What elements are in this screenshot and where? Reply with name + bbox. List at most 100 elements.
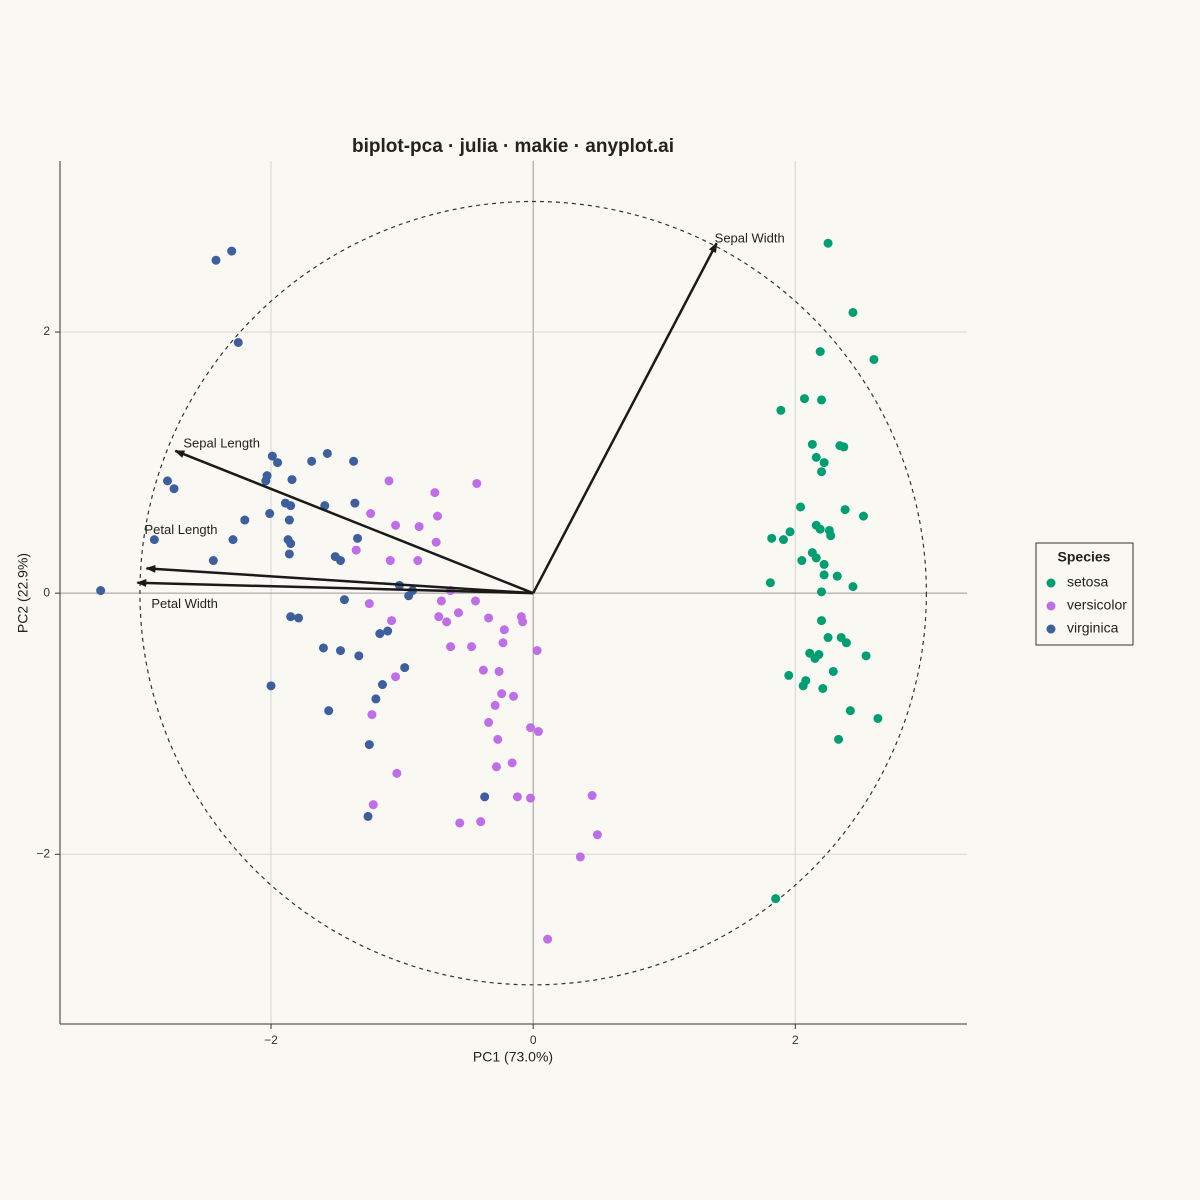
point <box>430 488 440 498</box>
point <box>286 539 296 549</box>
loading-arrow <box>136 578 534 595</box>
point <box>431 537 441 547</box>
point <box>162 476 172 486</box>
point <box>814 650 824 660</box>
point <box>861 651 871 661</box>
point <box>208 556 218 566</box>
point <box>366 509 376 519</box>
point <box>442 617 452 627</box>
point <box>96 586 106 596</box>
point <box>533 727 543 737</box>
point <box>826 531 836 541</box>
point <box>779 535 789 545</box>
point <box>339 595 349 605</box>
point <box>494 666 504 676</box>
point <box>817 616 827 626</box>
point <box>472 478 482 488</box>
point <box>785 527 795 537</box>
point <box>404 591 414 601</box>
point <box>353 533 363 543</box>
point <box>817 587 827 597</box>
point <box>811 553 821 563</box>
point <box>371 694 381 704</box>
y-tick-label: 2 <box>43 324 50 338</box>
point <box>869 354 879 364</box>
point <box>817 467 827 477</box>
point <box>287 475 297 485</box>
point <box>771 894 781 904</box>
legend-label: versicolor <box>1067 597 1127 613</box>
legend-marker <box>1046 624 1056 634</box>
point <box>818 683 828 693</box>
point <box>233 337 243 347</box>
point <box>350 498 360 508</box>
point <box>324 706 334 716</box>
point <box>873 713 883 723</box>
point <box>267 451 277 461</box>
point <box>797 556 807 566</box>
point <box>491 762 501 772</box>
loading-label: Petal Width <box>151 596 217 611</box>
point <box>819 559 829 569</box>
point <box>414 522 424 532</box>
point <box>815 347 825 357</box>
correlation-circle <box>139 200 927 986</box>
point <box>363 811 373 821</box>
point <box>227 246 237 256</box>
point <box>815 524 825 534</box>
point <box>811 452 821 462</box>
point <box>767 533 777 543</box>
point <box>284 515 294 525</box>
point <box>845 706 855 716</box>
point <box>776 405 786 415</box>
point <box>497 689 507 699</box>
legend: Species setosa versicolor virginica <box>1035 542 1134 646</box>
point <box>518 617 528 627</box>
point <box>351 545 361 555</box>
point <box>169 484 179 494</box>
point <box>839 442 849 452</box>
point <box>490 700 500 710</box>
point <box>265 509 275 519</box>
loading-label: Petal Length <box>145 522 218 537</box>
point <box>841 638 851 648</box>
point <box>828 666 838 676</box>
y-tick-label: 0 <box>43 585 50 599</box>
point <box>470 596 480 606</box>
point <box>498 638 508 648</box>
point <box>848 307 858 317</box>
point <box>377 680 387 690</box>
point <box>798 681 808 691</box>
point <box>796 502 806 512</box>
point <box>284 549 294 559</box>
point <box>383 626 393 636</box>
point <box>507 758 517 768</box>
point <box>240 515 250 525</box>
point <box>858 511 868 521</box>
point <box>819 570 829 580</box>
point <box>432 511 442 521</box>
point <box>367 710 377 720</box>
point <box>575 852 585 862</box>
point <box>434 612 444 622</box>
point <box>413 556 423 566</box>
point <box>364 599 374 609</box>
point <box>320 501 330 511</box>
point <box>493 734 503 744</box>
loading-arrow <box>174 449 534 595</box>
point <box>400 663 410 673</box>
point <box>509 691 518 701</box>
point <box>387 616 397 626</box>
point <box>799 394 809 404</box>
point <box>532 646 542 656</box>
point <box>211 255 221 265</box>
point <box>368 800 378 810</box>
point <box>512 792 522 802</box>
point <box>784 670 794 680</box>
point <box>391 672 401 682</box>
point <box>322 448 332 458</box>
point <box>840 505 850 515</box>
point <box>294 613 304 623</box>
point <box>848 582 858 592</box>
